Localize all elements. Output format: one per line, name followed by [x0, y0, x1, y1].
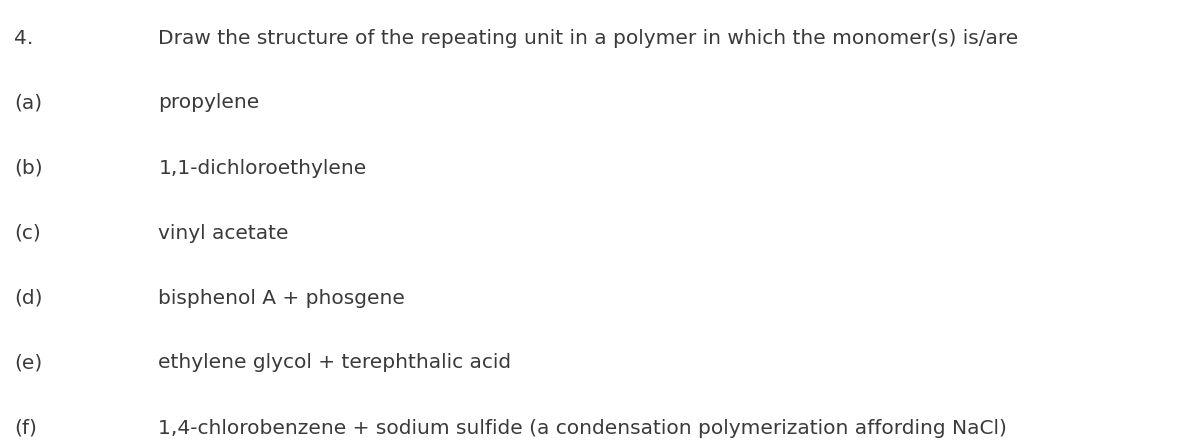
Text: ethylene glycol + terephthalic acid: ethylene glycol + terephthalic acid	[158, 353, 511, 372]
Text: (d): (d)	[14, 289, 43, 307]
Text: (b): (b)	[14, 159, 43, 177]
Text: (a): (a)	[14, 94, 42, 112]
Text: 1,4-chlorobenzene + sodium sulfide (a condensation polymerization affording NaCl: 1,4-chlorobenzene + sodium sulfide (a co…	[158, 418, 1007, 438]
Text: 4.: 4.	[14, 29, 34, 47]
Text: vinyl acetate: vinyl acetate	[158, 224, 289, 242]
Text: bisphenol A + phosgene: bisphenol A + phosgene	[158, 289, 406, 307]
Text: 1,1-dichloroethylene: 1,1-dichloroethylene	[158, 159, 367, 177]
Text: (e): (e)	[14, 353, 43, 372]
Text: (f): (f)	[14, 418, 37, 438]
Text: Draw the structure of the repeating unit in a polymer in which the monomer(s) is: Draw the structure of the repeating unit…	[158, 29, 1019, 47]
Text: propylene: propylene	[158, 94, 259, 112]
Text: (c): (c)	[14, 224, 41, 242]
